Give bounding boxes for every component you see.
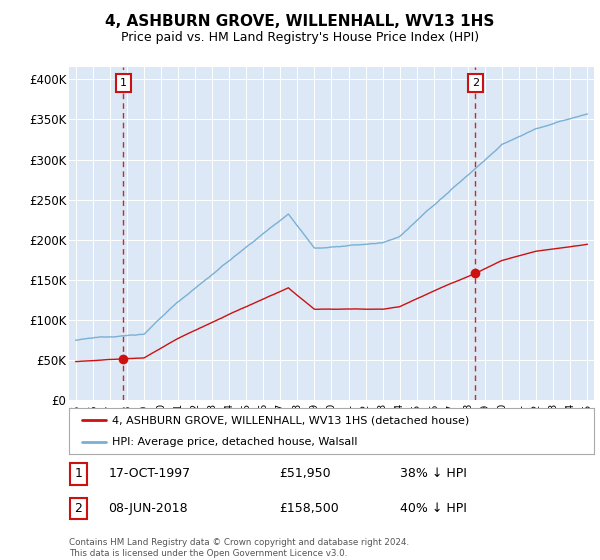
Text: Contains HM Land Registry data © Crown copyright and database right 2024.
This d: Contains HM Land Registry data © Crown c… <box>69 538 409 558</box>
Text: 4, ASHBURN GROVE, WILLENHALL, WV13 1HS: 4, ASHBURN GROVE, WILLENHALL, WV13 1HS <box>106 14 494 29</box>
Text: 2: 2 <box>472 78 479 88</box>
Text: 08-JUN-2018: 08-JUN-2018 <box>109 502 188 515</box>
Text: 1: 1 <box>74 467 82 480</box>
Text: 1: 1 <box>120 78 127 88</box>
Text: 17-OCT-1997: 17-OCT-1997 <box>109 467 191 480</box>
Text: HPI: Average price, detached house, Walsall: HPI: Average price, detached house, Wals… <box>112 437 358 447</box>
Text: £51,950: £51,950 <box>279 467 331 480</box>
Text: Price paid vs. HM Land Registry's House Price Index (HPI): Price paid vs. HM Land Registry's House … <box>121 31 479 44</box>
Text: 4, ASHBURN GROVE, WILLENHALL, WV13 1HS (detached house): 4, ASHBURN GROVE, WILLENHALL, WV13 1HS (… <box>112 415 469 425</box>
Text: 38% ↓ HPI: 38% ↓ HPI <box>400 467 467 480</box>
Text: 40% ↓ HPI: 40% ↓ HPI <box>400 502 467 515</box>
Text: 2: 2 <box>74 502 82 515</box>
Text: £158,500: £158,500 <box>279 502 339 515</box>
